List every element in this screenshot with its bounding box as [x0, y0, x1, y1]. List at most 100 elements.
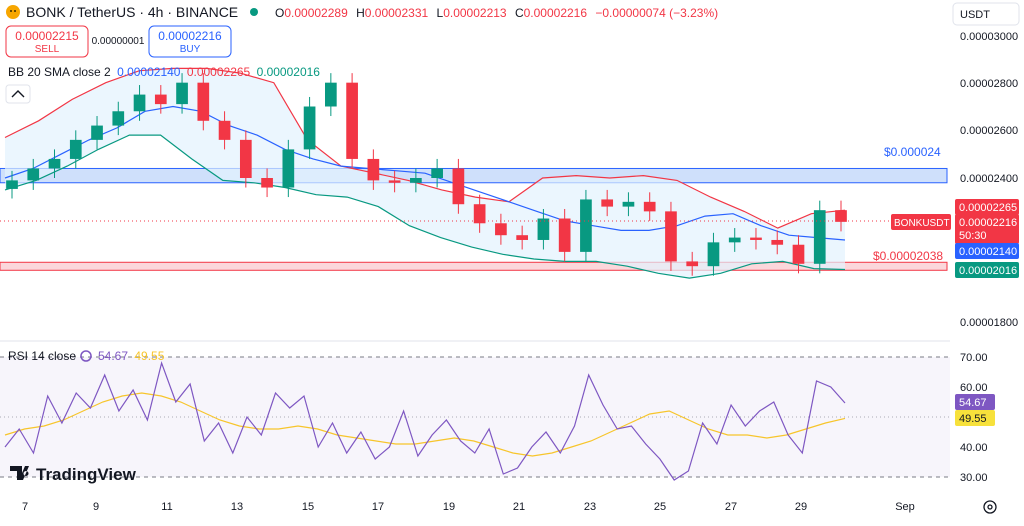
upper-band-tag [955, 199, 1019, 215]
time-tick: 29 [795, 501, 807, 513]
collapse-legend-button[interactable] [5, 84, 31, 104]
time-tick: 11 [161, 501, 172, 513]
ohlc-l-label: L [437, 6, 444, 20]
svg-text:BB 20 SMA close 2 0.0000: BB 20 SMA close 2 0.00002140 0.00002265 … [8, 65, 320, 79]
time-tick: 15 [302, 501, 314, 513]
rsi-value-tag [955, 394, 995, 410]
time-tick: 9 [93, 501, 99, 513]
currency-label: USDT [960, 9, 990, 21]
candle [410, 178, 422, 183]
ohlc-readout: O0.00002289 H0.00002331 L0.00002213 C0.0… [275, 6, 718, 20]
last-price-tag-text: 0.00002216 [959, 217, 1017, 229]
bb-upper-line [4, 67, 846, 229]
ohlc-close: 0.00002216 [524, 6, 588, 20]
candle [686, 261, 699, 267]
candle [239, 139, 252, 178]
candle [452, 168, 465, 205]
tradingview-logo[interactable]: TradingView [10, 465, 137, 484]
rsi-value: 54.67 [98, 349, 128, 363]
tradingview-logo-icon [10, 466, 29, 480]
resistance-label: $0.000024 [884, 145, 941, 159]
price-axis[interactable]: 0.00003000 0.00002800 0.00002600 0.00002… [891, 31, 1019, 329]
bb-legend-title: BB 20 SMA close 2 [8, 65, 111, 79]
rsi-axis[interactable]: 70.00 60.00 40.00 30.00 54.67 49.55 [955, 352, 995, 484]
candle [6, 180, 18, 189]
rsi-ma-tag [955, 410, 995, 426]
countdown-text: 50:30 [959, 230, 987, 242]
price-tick: 0.00002600 [960, 125, 1018, 137]
candles [6, 73, 847, 276]
time-axis[interactable]: 7 9 11 13 15 17 19 21 23 25 27 29 Sep [22, 501, 915, 513]
ohlc-o-label: O [275, 6, 284, 20]
candle [197, 82, 210, 121]
candle [325, 82, 337, 107]
currency-button[interactable]: USDT [952, 2, 1020, 26]
lower-band-tag [955, 262, 1019, 278]
rsi-tick: 40.00 [960, 442, 988, 454]
chevron-up-icon [11, 90, 25, 98]
candle [728, 237, 741, 243]
symbol-header[interactable]: BONK / TetherUS · 4h · BINANCE [6, 4, 258, 20]
candle [388, 180, 401, 183]
price-tick: 0.00001800 [960, 317, 1018, 329]
candle [473, 204, 486, 224]
price-tick: 0.00003000 [960, 31, 1018, 43]
candle [261, 178, 273, 188]
rsi-loading-icon [80, 350, 92, 362]
candle [665, 211, 677, 262]
buy-price: 0.00002216 [158, 29, 222, 43]
candle [750, 237, 762, 240]
settings-icon[interactable] [983, 500, 997, 514]
candle [601, 199, 614, 207]
resistance-zone [0, 167, 948, 184]
bb-fill [5, 68, 845, 279]
spread-value: 0.00000001 [92, 36, 145, 47]
svg-text:RSI 14 close: RSI 14 close [8, 349, 76, 363]
rsi-legend-title: RSI 14 close [8, 349, 76, 363]
rsi-legend[interactable]: RSI 14 close 54.67 49.55 [8, 349, 165, 363]
buy-button[interactable]: 0.00002216 BUY [148, 25, 232, 58]
candle [431, 168, 443, 178]
rsi-value-tag-text: 54.67 [959, 397, 987, 409]
last-price-tag [955, 214, 1019, 244]
rsi-tick: 70.00 [960, 352, 988, 364]
rsi-tick: 60.00 [960, 382, 988, 394]
support-zone [0, 261, 948, 271]
market-status-icon [250, 8, 258, 16]
time-tick: 25 [654, 501, 666, 513]
bollinger-bands [4, 67, 846, 279]
rsi-band [0, 357, 950, 477]
price-tick: 0.00002800 [960, 78, 1018, 90]
symbol-tag-text: BONKUSDT [894, 218, 950, 229]
time-tick: 7 [22, 501, 28, 513]
tradingview-wordmark: TradingView [36, 465, 137, 484]
candle [303, 106, 316, 150]
bb-legend[interactable]: BB 20 SMA close 2 0.00002140 0.00002265 … [8, 65, 320, 79]
sell-button[interactable]: 0.00002215 SELL [5, 25, 89, 58]
bb-upper-value: 0.00002265 [187, 65, 251, 79]
rsi-line [4, 360, 846, 481]
price-tick: 0.00002400 [960, 173, 1018, 185]
lower-band-tag-text: 0.00002016 [959, 265, 1017, 277]
candle [643, 201, 656, 212]
bb-lower-line [4, 134, 846, 279]
ohlc-open: 0.00002289 [284, 6, 348, 20]
basis-tag-text: 0.00002140 [959, 246, 1017, 258]
time-tick: Sep [895, 501, 915, 513]
bb-basis-value: 0.00002140 [117, 65, 181, 79]
time-tick: 13 [231, 501, 243, 513]
candle [112, 111, 125, 126]
candle [835, 210, 847, 222]
candle [537, 218, 550, 240]
candle [346, 82, 358, 159]
candle [495, 223, 507, 236]
candle [813, 210, 826, 264]
time-tick: 17 [372, 501, 384, 513]
candle [558, 218, 571, 252]
ohlc-h-label: H [356, 6, 365, 20]
ohlc-low: 0.00002213 [443, 6, 507, 20]
time-tick: 21 [513, 501, 525, 513]
sell-price: 0.00002215 [15, 29, 79, 43]
candle [91, 125, 103, 140]
